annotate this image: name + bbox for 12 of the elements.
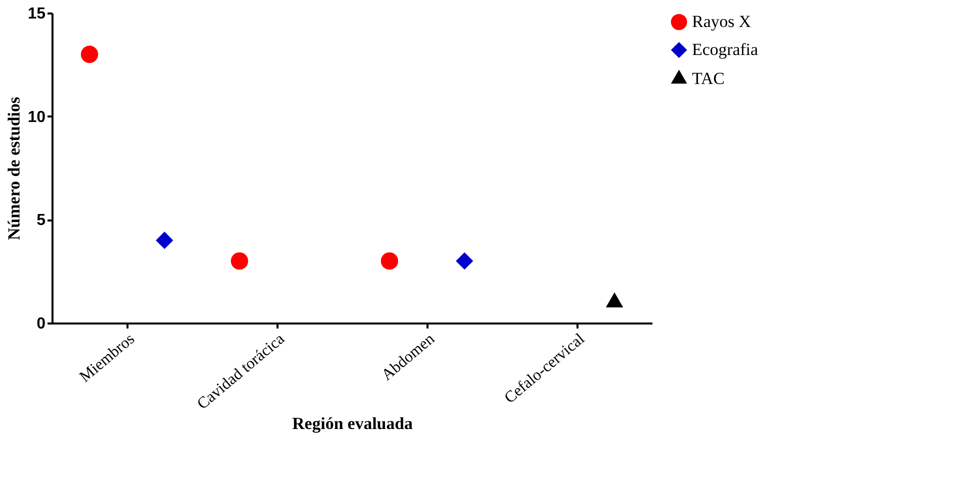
y-tick-label: 5 [36, 212, 46, 230]
y-axis-title: Número de estudios [4, 96, 24, 240]
y-tick-label: 0 [36, 316, 46, 332]
x-axis-title: Región evaluada [292, 414, 414, 434]
y-tick-label: 10 [28, 108, 46, 126]
point [230, 252, 248, 270]
point [80, 46, 98, 63]
legend-label: Ecografia [692, 40, 759, 59]
legend-label: TAC [692, 69, 725, 88]
y-tick-label: 15 [28, 6, 46, 22]
legend-label: Rayos X [692, 12, 752, 31]
point [380, 252, 398, 270]
